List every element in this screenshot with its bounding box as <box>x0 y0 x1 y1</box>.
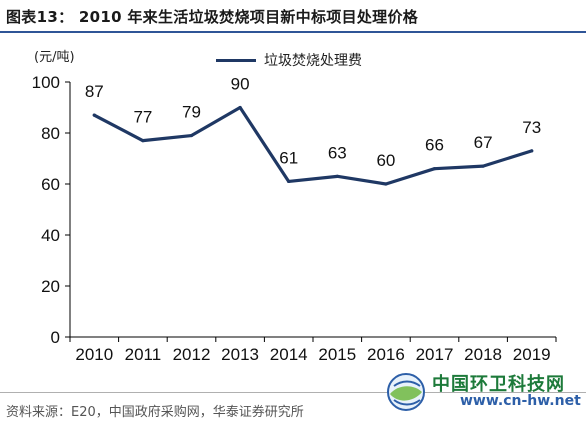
series-line <box>92 105 534 186</box>
data-label: 73 <box>522 118 541 137</box>
data-point <box>92 113 96 117</box>
chart-title: 图表13： 2010 年来生活垃圾焚烧项目新中标项目处理价格 <box>6 8 419 26</box>
data-label: 87 <box>85 82 104 101</box>
x-tick-label: 2018 <box>464 345 502 364</box>
x-tick-label: 2019 <box>513 345 551 364</box>
watermark-name: 中国环卫科技网 <box>432 374 565 395</box>
data-point <box>238 105 242 110</box>
x-tick-label: 2016 <box>367 345 405 364</box>
x-tick-label: 2015 <box>318 345 356 364</box>
data-point <box>141 139 145 143</box>
y-tick-label: 100 <box>32 73 60 92</box>
footer-divider <box>0 392 586 393</box>
x-tick-label: 2017 <box>416 345 454 364</box>
x-tick-label: 2013 <box>221 345 259 364</box>
y-tick-label: 80 <box>41 124 60 143</box>
data-label: 67 <box>474 133 493 152</box>
watermark-url: www.cn-hw.net <box>460 393 581 409</box>
legend-swatch <box>216 59 256 62</box>
data-label: 77 <box>133 108 152 127</box>
title-divider <box>0 31 586 33</box>
data-label: 63 <box>328 143 347 162</box>
y-tick-label: 20 <box>41 277 60 296</box>
legend-label: 垃圾焚烧处理费 <box>264 53 362 69</box>
data-point <box>189 133 194 138</box>
data-point <box>481 164 485 168</box>
x-tick-label: 2011 <box>125 345 162 364</box>
data-point <box>530 149 534 153</box>
line-chart: 0 20 40 60 80 100 2010 2011 2012 2013 2014 2015 2016… <box>32 73 557 364</box>
watermark: 中国环卫科技网 www.cn-hw.net <box>384 366 584 414</box>
data-point <box>432 167 437 171</box>
title-bar: 图表13： 2010 年来生活垃圾焚烧项目新中标项目处理价格 <box>0 0 586 34</box>
y-tick-label: 40 <box>41 226 60 245</box>
data-label: 79 <box>182 103 201 122</box>
watermark-globe-icon <box>387 373 425 411</box>
data-label: 66 <box>425 136 444 155</box>
y-axis-unit-label: (元/吨) <box>34 50 75 65</box>
data-point <box>287 179 291 184</box>
data-label: 90 <box>231 75 250 94</box>
data-label: 60 <box>376 151 395 170</box>
y-tick-label: 0 <box>51 328 60 347</box>
data-label: 61 <box>279 148 298 167</box>
x-tick-label: 2014 <box>270 345 308 364</box>
x-tick-label: 2012 <box>173 345 211 364</box>
data-point <box>335 174 339 178</box>
data-point <box>384 182 388 186</box>
y-tick-label: 60 <box>41 175 60 194</box>
source-note: 资料来源：E20，中国政府采购网，华泰证券研究所 <box>6 405 304 420</box>
x-tick-label: 2010 <box>75 345 113 364</box>
